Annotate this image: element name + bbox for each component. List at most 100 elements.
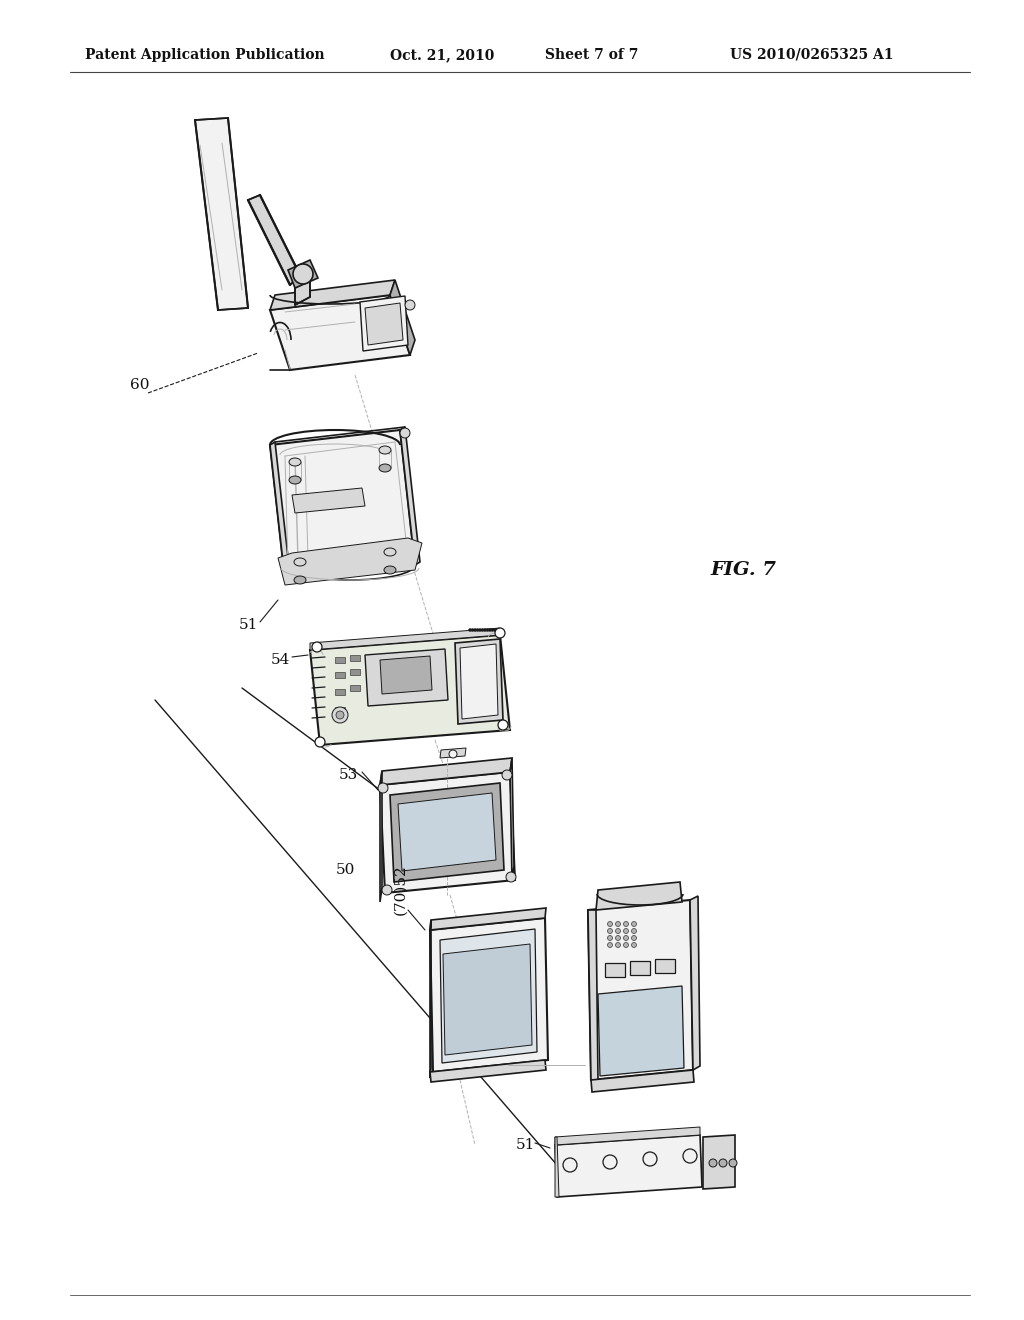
Ellipse shape — [384, 566, 396, 574]
Polygon shape — [591, 1071, 694, 1092]
Ellipse shape — [483, 628, 486, 631]
Polygon shape — [605, 964, 625, 977]
Ellipse shape — [607, 942, 612, 948]
Polygon shape — [455, 639, 503, 723]
Polygon shape — [430, 917, 548, 1072]
Text: Oct. 21, 2010: Oct. 21, 2010 — [390, 48, 495, 62]
Ellipse shape — [607, 921, 612, 927]
Polygon shape — [365, 304, 403, 345]
Polygon shape — [278, 539, 422, 585]
Ellipse shape — [379, 465, 391, 473]
Ellipse shape — [379, 446, 391, 454]
Text: 54: 54 — [270, 653, 290, 667]
Ellipse shape — [378, 783, 388, 793]
Ellipse shape — [476, 628, 479, 631]
Ellipse shape — [406, 300, 415, 310]
Ellipse shape — [632, 921, 637, 927]
Ellipse shape — [486, 628, 489, 631]
Ellipse shape — [624, 928, 629, 933]
Ellipse shape — [643, 1152, 657, 1166]
Polygon shape — [288, 260, 318, 288]
Ellipse shape — [471, 628, 474, 631]
Ellipse shape — [400, 428, 410, 438]
Polygon shape — [380, 771, 382, 902]
Polygon shape — [270, 430, 415, 579]
Ellipse shape — [615, 942, 621, 948]
Polygon shape — [460, 644, 498, 719]
Ellipse shape — [506, 873, 516, 882]
Ellipse shape — [382, 884, 392, 895]
Polygon shape — [270, 294, 410, 370]
Polygon shape — [270, 280, 395, 310]
Ellipse shape — [683, 1148, 697, 1163]
Ellipse shape — [709, 1159, 717, 1167]
Polygon shape — [335, 708, 345, 713]
Polygon shape — [310, 635, 510, 744]
Ellipse shape — [632, 942, 637, 948]
Polygon shape — [390, 783, 504, 882]
Polygon shape — [630, 961, 650, 975]
Ellipse shape — [632, 936, 637, 940]
Polygon shape — [440, 929, 537, 1063]
Ellipse shape — [615, 928, 621, 933]
Polygon shape — [555, 1137, 559, 1197]
Polygon shape — [350, 685, 360, 690]
Text: 60: 60 — [130, 378, 150, 392]
Ellipse shape — [607, 936, 612, 940]
Text: FIG. 7: FIG. 7 — [710, 561, 776, 579]
Polygon shape — [555, 1127, 700, 1144]
Ellipse shape — [496, 628, 499, 631]
Ellipse shape — [488, 628, 492, 631]
Ellipse shape — [336, 711, 344, 719]
Ellipse shape — [469, 628, 471, 631]
Polygon shape — [400, 426, 420, 565]
Polygon shape — [430, 908, 546, 931]
Polygon shape — [555, 1135, 702, 1197]
Polygon shape — [365, 649, 449, 706]
Ellipse shape — [624, 942, 629, 948]
Polygon shape — [588, 900, 693, 1080]
Polygon shape — [350, 655, 360, 661]
Text: US 2010/0265325 A1: US 2010/0265325 A1 — [730, 48, 894, 62]
Ellipse shape — [603, 1155, 617, 1170]
Ellipse shape — [490, 628, 494, 631]
Ellipse shape — [312, 642, 322, 652]
Ellipse shape — [289, 477, 301, 484]
Ellipse shape — [294, 576, 306, 583]
Ellipse shape — [294, 558, 306, 566]
Text: 50: 50 — [335, 863, 354, 876]
Text: 51: 51 — [515, 1138, 535, 1152]
Ellipse shape — [315, 737, 325, 747]
Polygon shape — [443, 944, 532, 1055]
Polygon shape — [335, 657, 345, 663]
Ellipse shape — [502, 770, 512, 780]
Polygon shape — [295, 280, 310, 305]
Polygon shape — [335, 672, 345, 678]
Text: (70)52: (70)52 — [393, 865, 407, 915]
Ellipse shape — [729, 1159, 737, 1167]
Ellipse shape — [384, 548, 396, 556]
Polygon shape — [292, 488, 365, 513]
Polygon shape — [380, 656, 432, 694]
Ellipse shape — [332, 708, 348, 723]
Ellipse shape — [289, 458, 301, 466]
Ellipse shape — [473, 628, 476, 631]
Ellipse shape — [624, 921, 629, 927]
Polygon shape — [310, 628, 500, 649]
Text: 51: 51 — [239, 618, 258, 632]
Ellipse shape — [293, 264, 313, 284]
Polygon shape — [270, 442, 290, 579]
Ellipse shape — [494, 628, 497, 631]
Ellipse shape — [498, 719, 508, 730]
Polygon shape — [655, 960, 675, 973]
Polygon shape — [360, 296, 408, 351]
Polygon shape — [440, 748, 466, 758]
Ellipse shape — [615, 936, 621, 940]
Polygon shape — [430, 1060, 546, 1082]
Ellipse shape — [719, 1159, 727, 1167]
Polygon shape — [596, 882, 682, 909]
Polygon shape — [380, 772, 515, 894]
Ellipse shape — [607, 928, 612, 933]
Polygon shape — [350, 669, 360, 675]
Text: 53: 53 — [338, 768, 357, 781]
